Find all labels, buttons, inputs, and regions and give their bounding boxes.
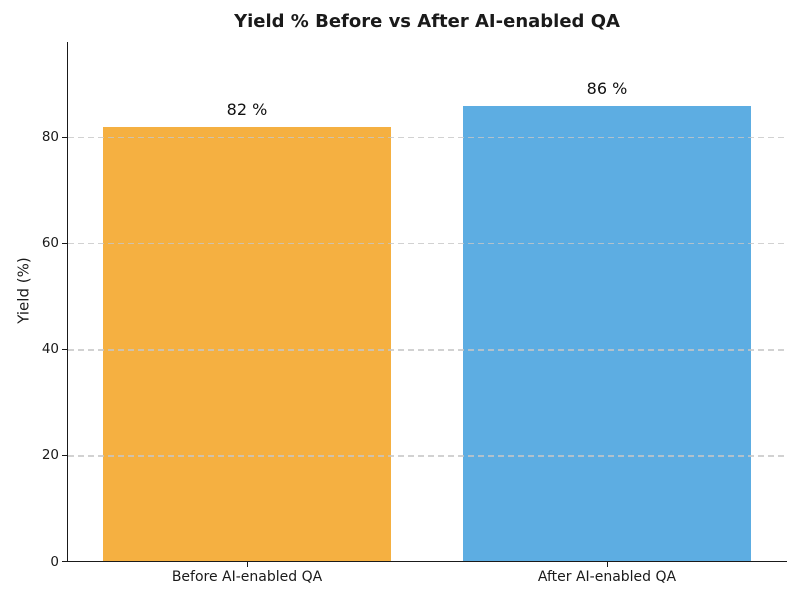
bar bbox=[103, 126, 391, 562]
y-axis-tick bbox=[62, 136, 67, 138]
chart-title: Yield % Before vs After AI-enabled QA bbox=[234, 11, 620, 32]
bar-value-label: 82 % bbox=[226, 99, 268, 119]
x-axis-tick bbox=[247, 562, 248, 567]
y-axis-tick bbox=[62, 348, 67, 350]
y-axis-tick-label: 40 bbox=[41, 341, 59, 358]
x-axis-tick bbox=[607, 562, 608, 567]
bar bbox=[463, 105, 751, 562]
gridline bbox=[68, 349, 787, 351]
gridline bbox=[68, 242, 787, 245]
y-axis-tick bbox=[62, 561, 67, 563]
bar-value-label: 86 % bbox=[586, 78, 628, 98]
y-axis-tick-label: 60 bbox=[41, 235, 59, 252]
x-axis-category-label: Before AI-enabled QA bbox=[171, 569, 323, 585]
gridline bbox=[68, 455, 787, 457]
gridline bbox=[68, 136, 787, 139]
x-axis-category-label: After AI-enabled QA bbox=[537, 569, 677, 585]
y-axis-tick-label: 80 bbox=[41, 129, 59, 145]
y-axis-tick-label: 20 bbox=[41, 447, 59, 464]
y-axis-tick bbox=[62, 242, 67, 244]
y-axis-label: Yield (%) bbox=[14, 257, 33, 324]
y-axis-tick bbox=[62, 455, 67, 457]
y-axis-tick-label: 0 bbox=[50, 553, 59, 570]
